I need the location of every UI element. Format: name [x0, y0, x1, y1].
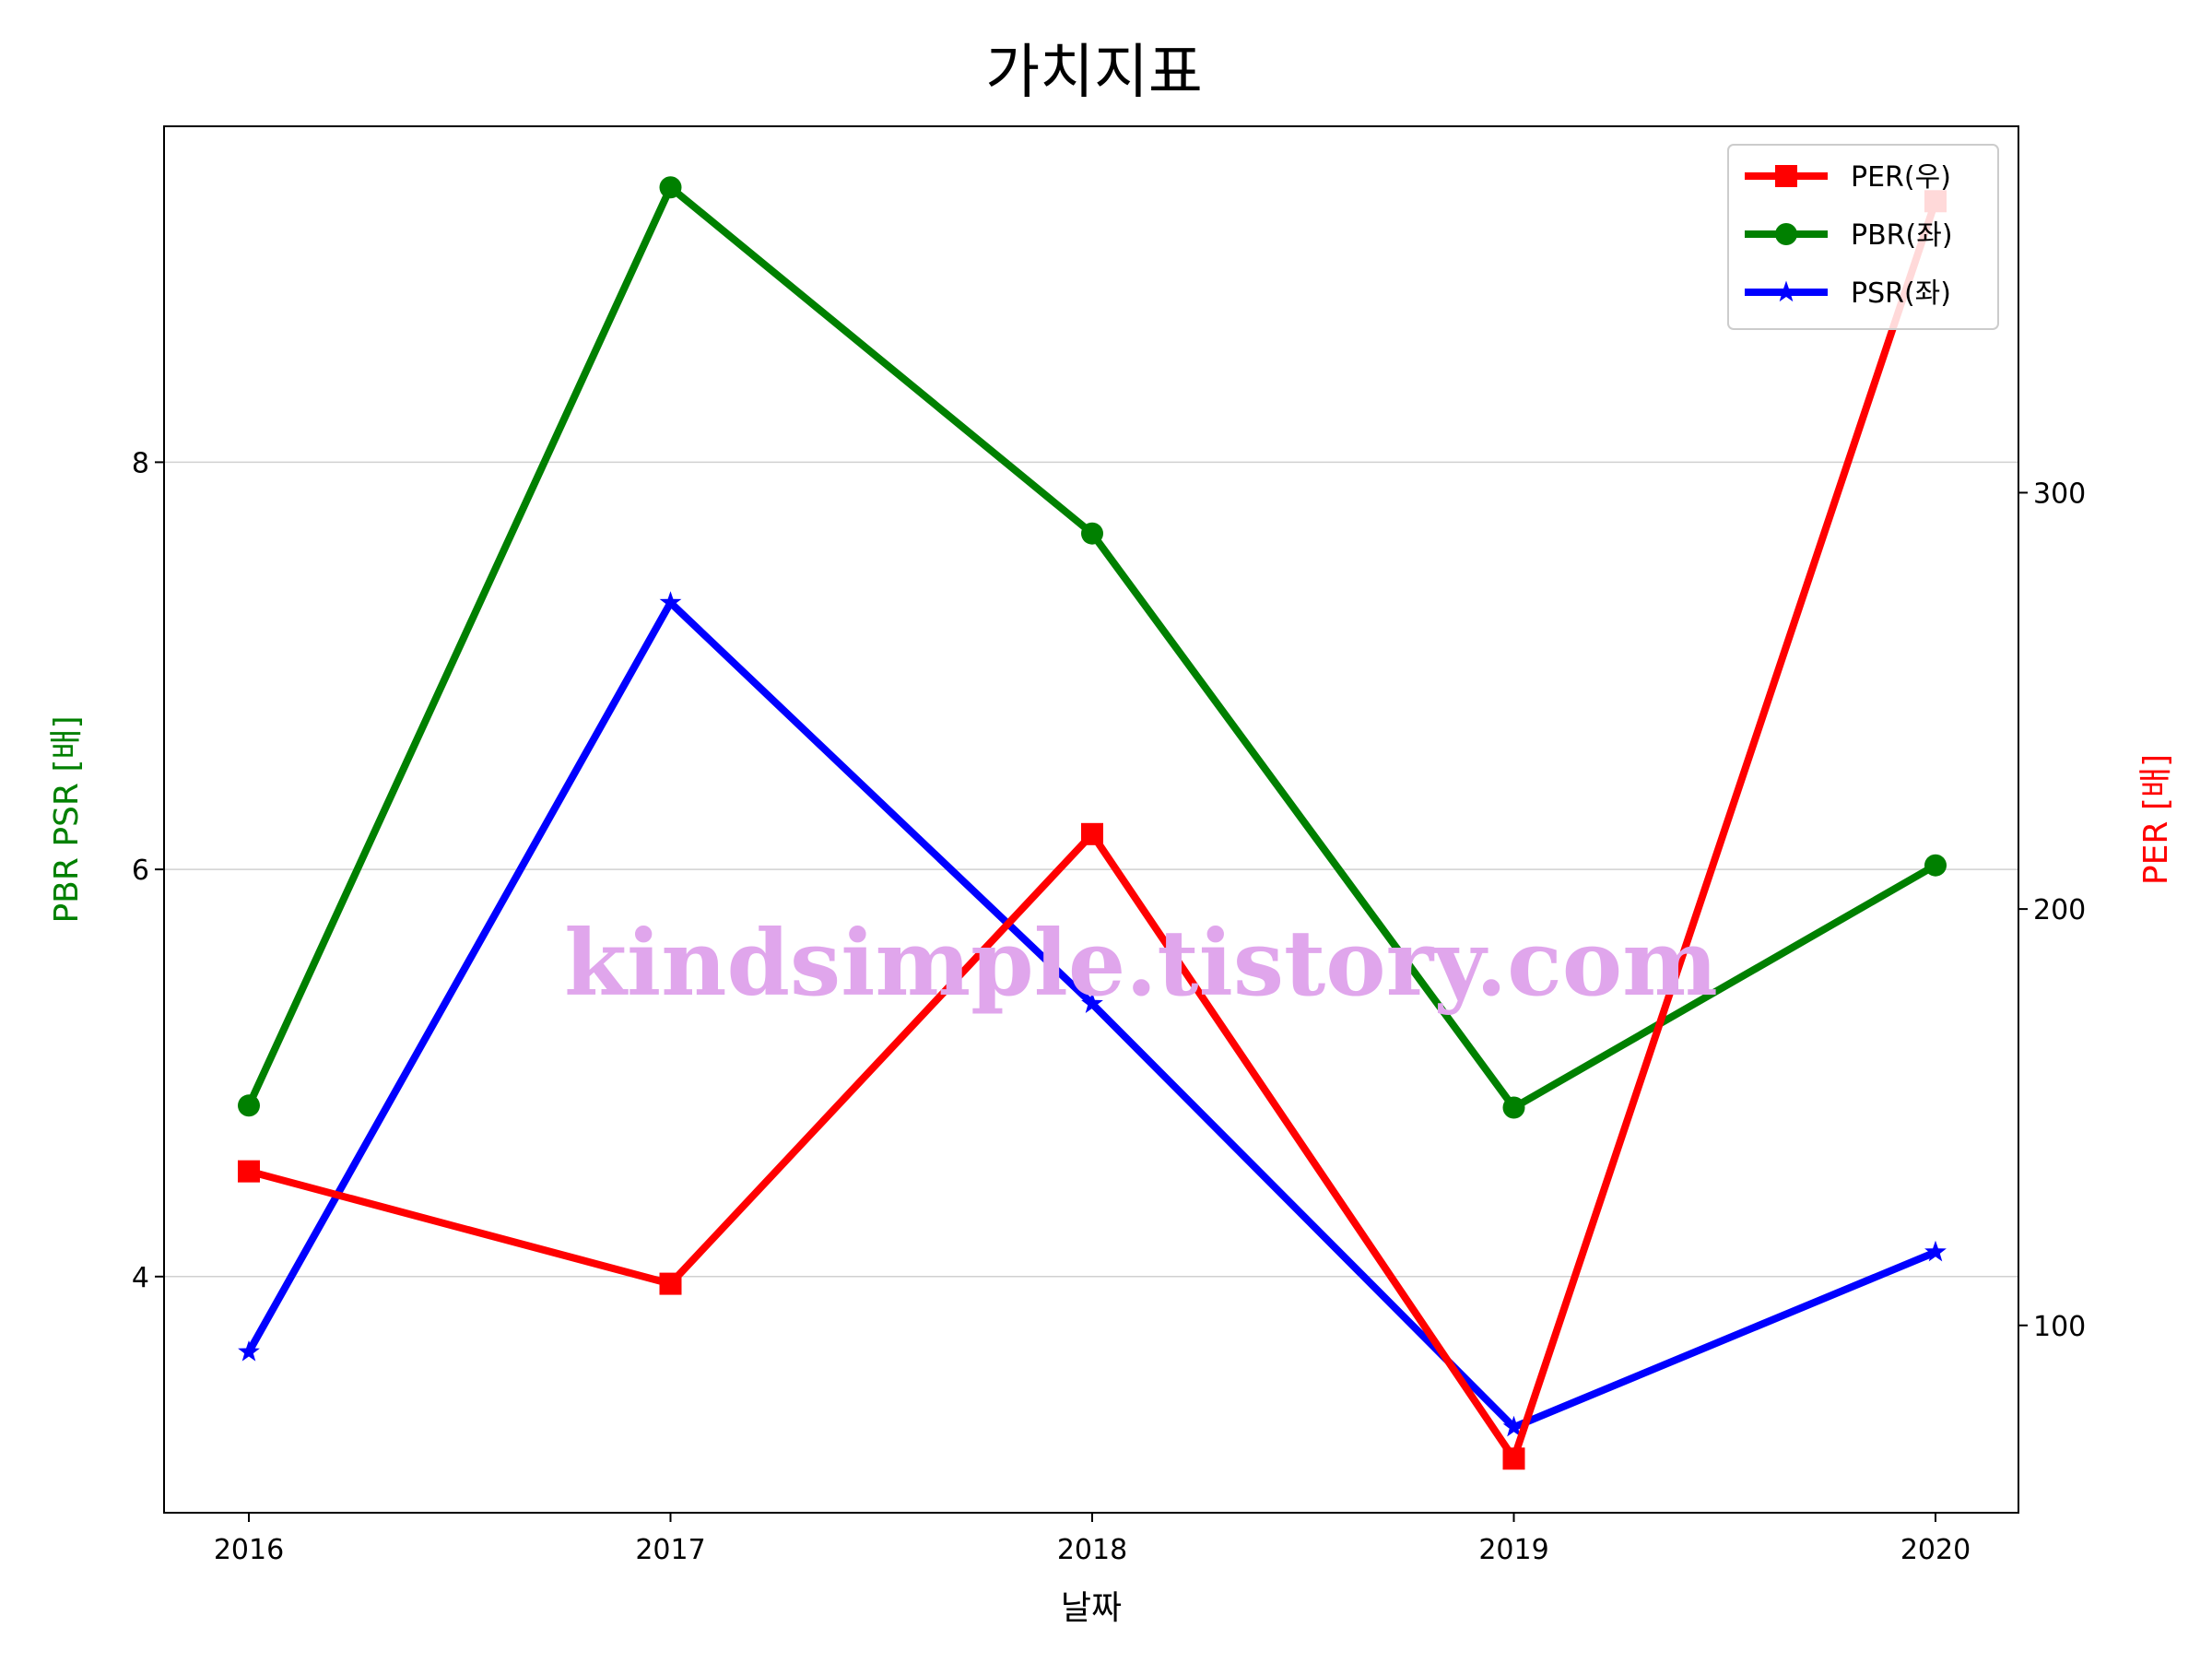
- point-per-2016: [238, 1160, 260, 1183]
- series-per: [238, 190, 1947, 1470]
- legend-marker-per: [1775, 165, 1797, 187]
- point-psr-2019: [1502, 1415, 1525, 1437]
- x-tick-label-2020: 2020: [1900, 1534, 1971, 1566]
- point-per-2019: [1502, 1447, 1525, 1470]
- series-psr: [238, 591, 1947, 1437]
- x-tick-label-2017: 2017: [635, 1534, 705, 1566]
- legend-label-pbr: PBR(좌): [1851, 219, 1953, 252]
- watermark-group: kindsimple.tistory.com: [564, 911, 1718, 1017]
- y-right-tick-label-200: 200: [2033, 894, 2086, 926]
- y-left-tick-label-6: 6: [132, 855, 149, 887]
- chart-title: 가치지표: [985, 39, 1203, 107]
- y-left-tick-label-8: 8: [132, 447, 149, 479]
- y-axis-left-title: PBR PSR [배]: [48, 715, 86, 923]
- point-psr-2020: [1924, 1240, 1947, 1262]
- legend-label-per: PER(우): [1851, 161, 1951, 194]
- point-pbr-2017: [659, 176, 682, 199]
- series-group: [238, 176, 1947, 1470]
- legend-marker-psr: [1775, 280, 1797, 302]
- y-right-tick-label-300: 300: [2033, 478, 2086, 510]
- legend-marker-pbr: [1775, 223, 1797, 245]
- point-pbr-2018: [1081, 522, 1103, 545]
- watermark-text: kindsimple.tistory.com: [564, 911, 1718, 1017]
- y-axis-right-title: PER [배]: [2137, 754, 2175, 885]
- y-right-tick-label-100: 100: [2033, 1311, 2086, 1343]
- point-per-2017: [659, 1272, 682, 1295]
- x-tick-label-2018: 2018: [1057, 1534, 1127, 1566]
- point-psr-2017: [659, 591, 682, 612]
- x-tick-label-2016: 2016: [214, 1534, 284, 1566]
- legend: PER(우) PBR(좌) PSR(좌): [1727, 144, 1999, 330]
- point-pbr-2019: [1502, 1096, 1525, 1119]
- series-pbr: [238, 176, 1947, 1119]
- point-per-2018: [1081, 822, 1103, 845]
- legend-item-psr: PSR(좌): [1745, 277, 1951, 310]
- legend-item-per: PER(우): [1745, 161, 1951, 194]
- y-left-tick-label-4: 4: [132, 1262, 149, 1294]
- legend-item-pbr: PBR(좌): [1745, 219, 1953, 252]
- x-tick-label-2019: 2019: [1478, 1534, 1548, 1566]
- x-axis-title: 날짜: [1061, 1589, 1122, 1627]
- point-pbr-2016: [238, 1094, 260, 1117]
- legend-label-psr: PSR(좌): [1851, 277, 1951, 310]
- axes-group: 4 6 8 100 200 300 2016 2017 2018 2019 2020: [132, 447, 2086, 1566]
- point-psr-2016: [238, 1340, 260, 1362]
- point-psr-2018: [1081, 992, 1103, 1013]
- point-pbr-2020: [1924, 854, 1947, 877]
- legend-box: [1727, 144, 1999, 330]
